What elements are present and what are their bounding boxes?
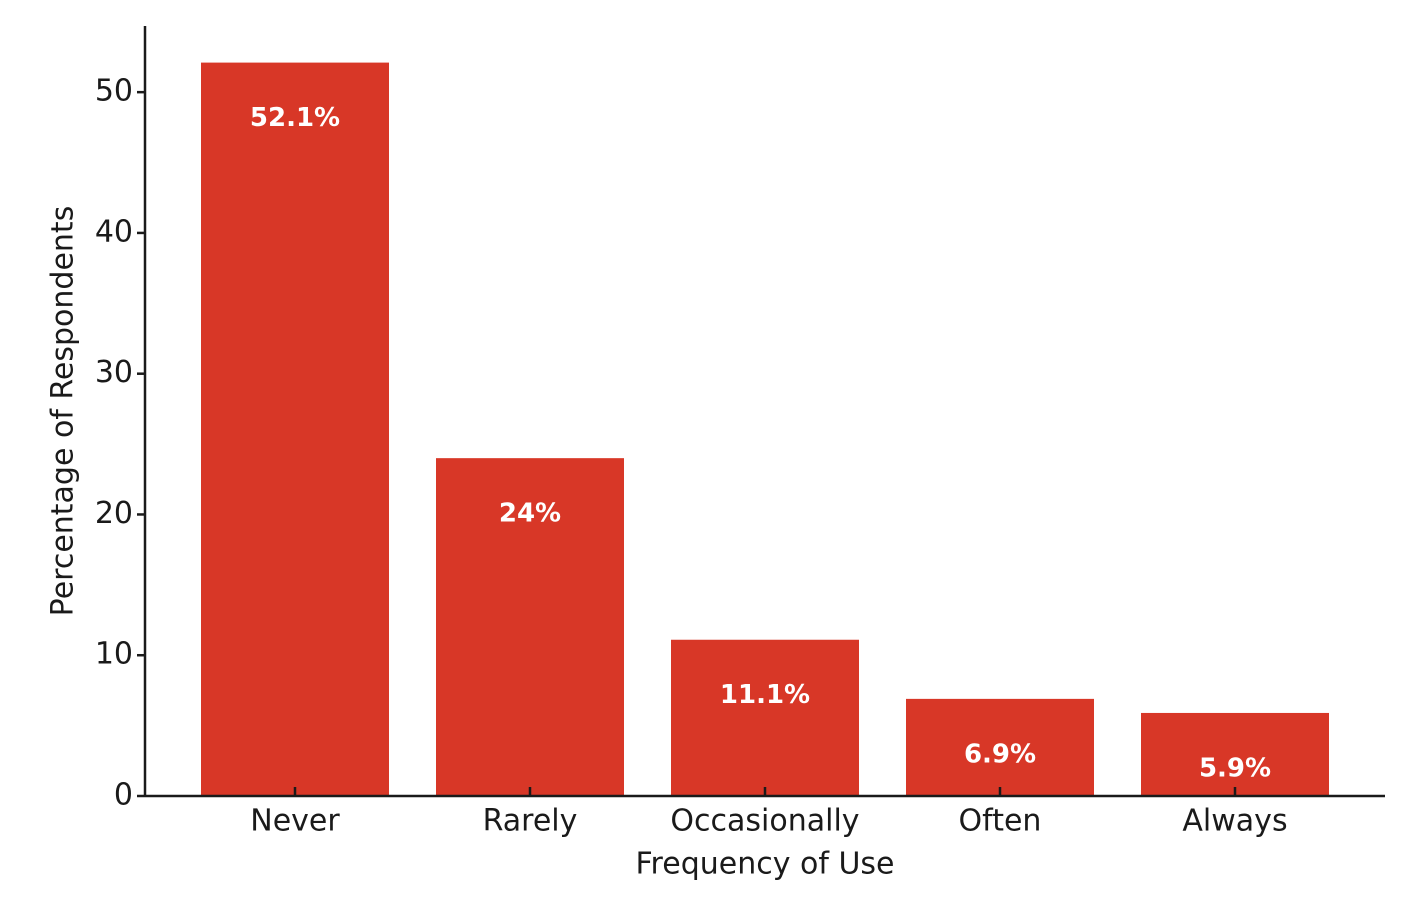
x-tick-label: Never [250,804,340,839]
bar [906,698,1094,796]
x-tick-label: Occasionally [670,804,859,839]
y-tick-label: 20 [95,496,133,531]
x-tick-label: Always [1182,804,1287,839]
y-tick-label: 40 [95,214,133,249]
bar [1141,712,1329,796]
x-axis-label: Frequency of Use [635,847,894,882]
value-label: 6.9% [964,739,1036,769]
value-label: 52.1% [250,103,340,133]
y-tick-label: 0 [114,778,133,813]
y-axis-label: Percentage of Respondents [46,206,81,617]
bar [201,62,389,797]
bar [436,458,624,796]
bar [671,639,859,796]
value-label: 24% [499,499,561,529]
x-tick-label: Often [959,804,1042,839]
value-label: 11.1% [720,680,810,710]
value-label: 5.9% [1199,753,1271,783]
y-tick-label: 10 [95,637,133,672]
y-tick-label: 30 [95,355,133,390]
y-tick-label: 50 [95,74,133,109]
x-tick-label: Rarely [483,804,578,839]
